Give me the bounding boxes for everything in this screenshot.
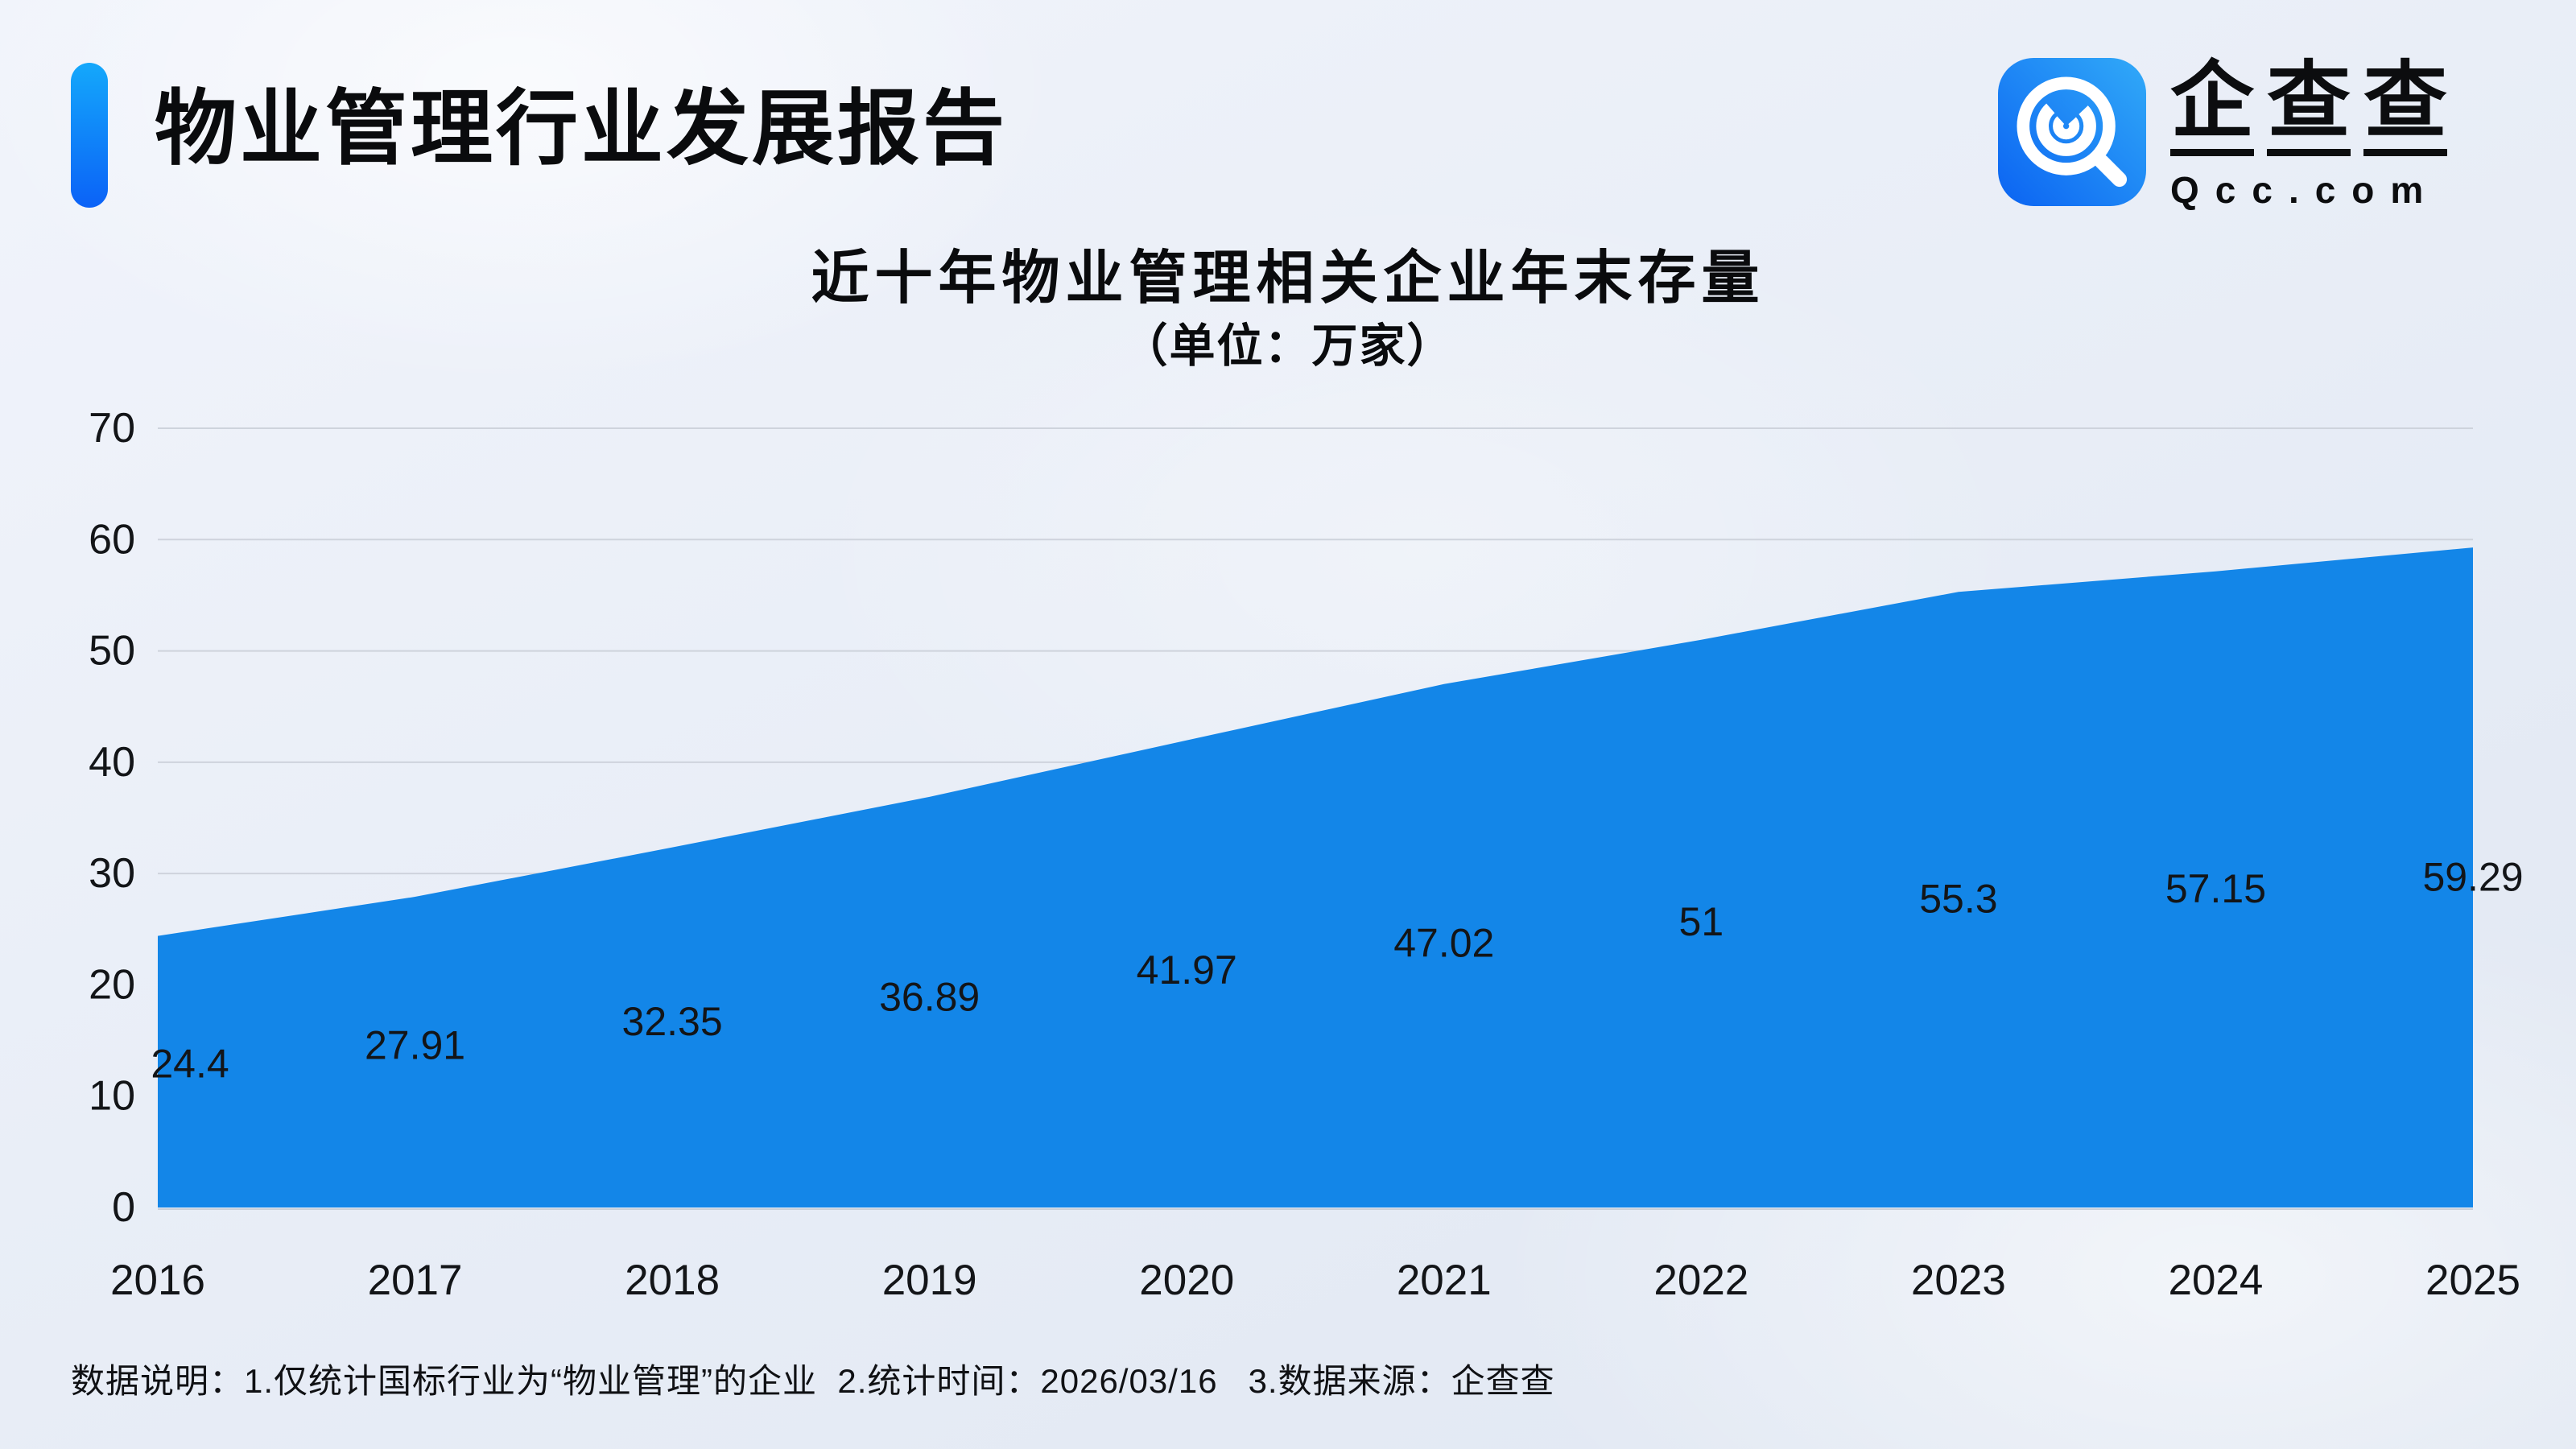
data-value-label: 47.02 xyxy=(1393,920,1494,965)
logo-text: 企查查 Qcc.com xyxy=(2170,58,2448,212)
chart-subtitle: （单位：万家） xyxy=(1121,320,1455,372)
logo-brand-char: 查 xyxy=(2267,58,2351,157)
x-axis-year-label: 2022 xyxy=(1653,1257,1748,1304)
letter-c-inner xyxy=(2053,113,2080,140)
y-axis-tick-label: 50 xyxy=(89,628,135,675)
footer-note: 数据说明：1.仅统计国标行业为“物业管理”的企业 2.统计时间：2026/03/… xyxy=(71,1362,1555,1400)
x-axis-year-label: 2016 xyxy=(110,1257,205,1304)
data-value-label: 55.3 xyxy=(1919,876,1997,921)
y-axis-tick-label: 0 xyxy=(112,1184,135,1231)
y-axis-tick-label: 70 xyxy=(89,405,135,452)
letter-c-outer xyxy=(2036,96,2096,156)
report-title: 物业管理行业发展报告 xyxy=(155,83,1008,175)
data-value-label: 51 xyxy=(1679,899,1724,944)
data-value-label: 59.29 xyxy=(2422,855,2523,900)
data-value-label: 36.89 xyxy=(879,975,980,1020)
x-axis-year-label: 2023 xyxy=(1911,1257,2006,1304)
data-value-label: 32.35 xyxy=(622,999,723,1044)
title-accent-bar xyxy=(71,63,108,208)
x-axis-year-label: 2020 xyxy=(1139,1257,1234,1304)
chart-title: 近十年物业管理相关企业年末存量 xyxy=(811,246,1765,311)
logo-brand-text: 企查查 xyxy=(2170,58,2448,157)
x-axis-year-label: 2017 xyxy=(368,1257,463,1304)
y-axis-tick-label: 10 xyxy=(89,1073,135,1120)
x-axis-year-label: 2024 xyxy=(2168,1257,2263,1304)
data-value-label: 41.97 xyxy=(1137,947,1237,993)
data-value-label: 24.4 xyxy=(151,1042,229,1087)
logo-brand-char: 查 xyxy=(2363,58,2448,157)
y-axis-tick-label: 20 xyxy=(89,961,135,1008)
x-axis-year-label: 2018 xyxy=(625,1257,720,1304)
qcc-logo: 企查查 Qcc.com xyxy=(1998,58,2448,212)
logo-brand-char: 企 xyxy=(2170,58,2255,157)
logo-domain-text: Qcc.com xyxy=(2170,169,2440,212)
qcc-magnifier-icon xyxy=(1998,58,2146,206)
area-series-path xyxy=(158,547,2473,1208)
data-value-label: 57.15 xyxy=(2165,866,2266,911)
y-axis-tick-label: 40 xyxy=(89,739,135,786)
x-axis-year-label: 2025 xyxy=(2425,1257,2520,1304)
x-axis-year-label: 2021 xyxy=(1397,1257,1492,1304)
magnifier-ring xyxy=(2017,76,2116,175)
magnifier-handle xyxy=(2094,154,2128,188)
y-axis-tick-label: 60 xyxy=(89,516,135,563)
y-axis-tick-label: 30 xyxy=(89,850,135,897)
data-value-label: 27.91 xyxy=(365,1022,465,1067)
x-axis-year-label: 2019 xyxy=(882,1257,977,1304)
